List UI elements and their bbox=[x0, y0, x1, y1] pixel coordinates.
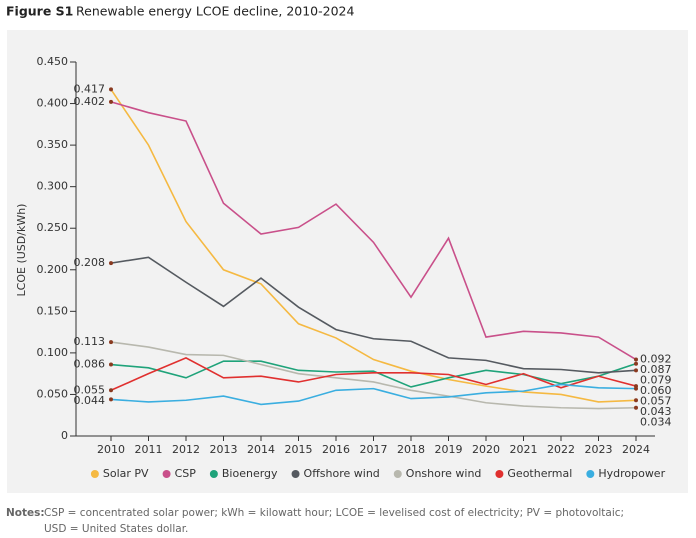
x-tick-label: 2024 bbox=[622, 443, 650, 456]
value-label: 0.402 bbox=[74, 95, 106, 108]
x-tick-label: 2012 bbox=[172, 443, 200, 456]
y-tick-label: 0.250 bbox=[37, 221, 69, 234]
x-tick-label: 2011 bbox=[135, 443, 163, 456]
legend-label: CSP bbox=[175, 467, 197, 480]
legend-label: Onshore wind bbox=[406, 467, 482, 480]
end-point bbox=[109, 87, 113, 92]
legend-label: Geothermal bbox=[507, 467, 572, 480]
end-point bbox=[109, 340, 113, 345]
value-label: 0.044 bbox=[74, 394, 106, 407]
end-point bbox=[109, 99, 113, 104]
y-tick-label: 0.400 bbox=[37, 97, 69, 110]
plot-area: 0 0.050 0.100 0.150 0.200 0.250 0.300 0.350 0.40… bbox=[37, 55, 672, 480]
value-label: 0.086 bbox=[74, 358, 106, 371]
x-tick-label: 2018 bbox=[397, 443, 425, 456]
x-tick-label: 2021 bbox=[510, 443, 538, 456]
end-point bbox=[634, 405, 638, 410]
legend-marker bbox=[586, 470, 595, 478]
legend-marker bbox=[209, 470, 218, 478]
value-label: 0.417 bbox=[74, 82, 106, 95]
legend-marker bbox=[291, 470, 300, 478]
value-label: 0.113 bbox=[74, 335, 106, 348]
x-tick-label: 2020 bbox=[472, 443, 500, 456]
value-label: 0.092 bbox=[640, 353, 672, 366]
y-tick-label: 0.050 bbox=[37, 387, 69, 400]
legend-marker bbox=[393, 470, 402, 478]
chart-title: Renewable energy LCOE decline, 2010-2024 bbox=[76, 4, 354, 19]
x-tick-label: 2023 bbox=[585, 443, 613, 456]
end-point bbox=[634, 368, 638, 373]
series-line bbox=[110, 256, 637, 374]
x-tick-label: 2017 bbox=[360, 443, 388, 456]
y-tick-label: 0.100 bbox=[37, 346, 69, 359]
notes-label: Notes: bbox=[6, 507, 45, 519]
legend-marker bbox=[90, 470, 99, 478]
y-tick-label: 0.350 bbox=[37, 138, 69, 151]
end-point bbox=[109, 397, 113, 402]
legend-label: Offshore wind bbox=[304, 467, 380, 480]
series-line bbox=[110, 101, 637, 361]
x-tick-label: 2014 bbox=[247, 443, 275, 456]
series-line bbox=[110, 383, 637, 406]
value-label: 0.079 bbox=[640, 374, 672, 387]
end-point bbox=[634, 357, 638, 362]
series-line bbox=[110, 360, 637, 388]
value-label: 0.057 bbox=[640, 395, 672, 408]
legend-marker bbox=[162, 470, 171, 478]
y-tick-label: 0.200 bbox=[37, 263, 69, 276]
chart-background bbox=[7, 30, 688, 493]
series-line bbox=[110, 356, 637, 392]
end-point bbox=[634, 398, 638, 403]
end-point bbox=[109, 362, 113, 367]
x-tick-label: 2019 bbox=[435, 443, 463, 456]
notes-text: USD = United States dollar. bbox=[44, 523, 188, 535]
value-label: 0.043 bbox=[640, 405, 672, 418]
x-tick-label: 2016 bbox=[322, 443, 350, 456]
value-label: 0.034 bbox=[640, 416, 672, 429]
series-line bbox=[110, 88, 637, 403]
y-tick-label: 0.300 bbox=[37, 180, 69, 193]
x-tick-label: 2013 bbox=[210, 443, 238, 456]
end-point bbox=[634, 386, 638, 391]
figure-label: Figure S1 bbox=[6, 4, 73, 19]
x-tick-label: 2015 bbox=[285, 443, 313, 456]
legend-label: Bioenergy bbox=[222, 467, 278, 480]
legend-marker bbox=[495, 470, 504, 478]
x-tick-label: 2022 bbox=[547, 443, 575, 456]
y-tick-label: 0.450 bbox=[37, 55, 69, 68]
value-label: 0.208 bbox=[74, 256, 106, 269]
legend-label: Hydropower bbox=[598, 467, 665, 480]
y-tick-label: 0.150 bbox=[37, 304, 69, 317]
legend-label: Solar PV bbox=[103, 467, 149, 480]
y-axis-title: LCOE (USD/kWh) bbox=[15, 204, 28, 297]
y-tick-label: 0 bbox=[61, 429, 68, 442]
value-label: 0.060 bbox=[640, 384, 672, 397]
value-label: 0.087 bbox=[640, 363, 672, 376]
notes-text: CSP = concentrated solar power; kWh = ki… bbox=[44, 507, 624, 519]
end-point bbox=[634, 361, 638, 366]
end-point bbox=[109, 388, 113, 393]
x-tick-label: 2010 bbox=[97, 443, 125, 456]
value-label: 0.055 bbox=[74, 383, 106, 396]
series-line bbox=[110, 341, 637, 410]
end-point bbox=[109, 261, 113, 266]
